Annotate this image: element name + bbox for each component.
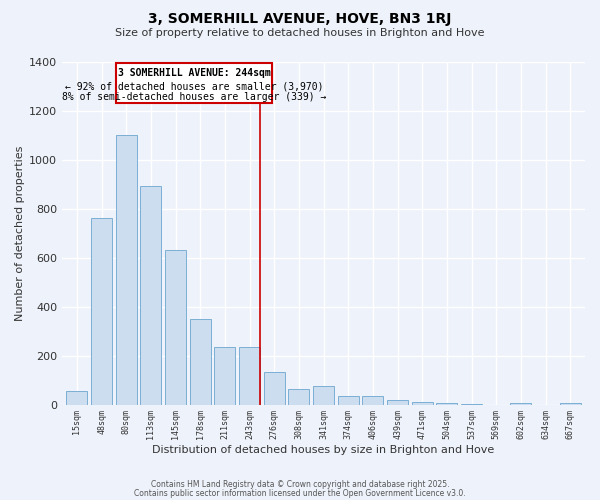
Bar [239,347,260,405]
Bar [67,391,88,404]
Bar [116,135,137,404]
Bar [214,347,235,405]
X-axis label: Distribution of detached houses by size in Brighton and Hove: Distribution of detached houses by size … [152,445,495,455]
Bar [412,402,433,404]
Bar [116,62,272,103]
Text: Contains public sector information licensed under the Open Government Licence v3: Contains public sector information licen… [134,488,466,498]
Text: 3, SOMERHILL AVENUE, HOVE, BN3 1RJ: 3, SOMERHILL AVENUE, HOVE, BN3 1RJ [148,12,452,26]
Bar [313,386,334,404]
Bar [387,400,408,404]
Y-axis label: Number of detached properties: Number of detached properties [15,146,25,320]
Bar [140,186,161,404]
Text: Contains HM Land Registry data © Crown copyright and database right 2025.: Contains HM Land Registry data © Crown c… [151,480,449,489]
Bar [91,218,112,404]
Bar [338,396,359,404]
Bar [289,388,310,404]
Bar [190,319,211,404]
Bar [436,402,457,404]
Bar [165,250,186,404]
Bar [264,372,285,404]
Text: 8% of semi-detached houses are larger (339) →: 8% of semi-detached houses are larger (3… [62,92,326,102]
Text: 3 SOMERHILL AVENUE: 244sqm: 3 SOMERHILL AVENUE: 244sqm [118,68,271,78]
Bar [560,402,581,404]
Text: Size of property relative to detached houses in Brighton and Hove: Size of property relative to detached ho… [115,28,485,38]
Bar [362,396,383,404]
Text: ← 92% of detached houses are smaller (3,970): ← 92% of detached houses are smaller (3,… [65,81,323,91]
Bar [511,402,532,404]
